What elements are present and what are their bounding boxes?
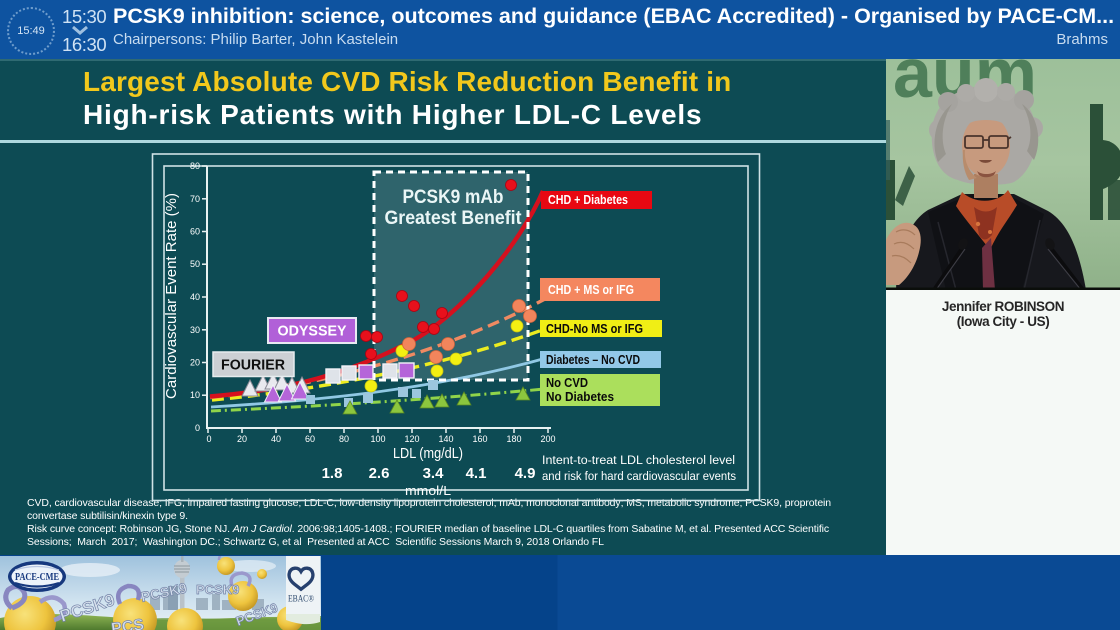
svg-text:LDL (mg/dL): LDL (mg/dL) <box>393 446 463 462</box>
svg-text:80: 80 <box>190 161 200 171</box>
svg-text:140: 140 <box>438 434 453 444</box>
svg-text:Diabetes – No CVD: Diabetes – No CVD <box>546 353 640 367</box>
svg-text:20: 20 <box>237 434 247 444</box>
svg-text:CHD-No MS or IFG: CHD-No MS or IFG <box>546 322 643 336</box>
svg-text:PCSK9 mAb: PCSK9 mAb <box>403 187 504 208</box>
svg-text:PCS: PCS <box>110 617 145 630</box>
svg-text:20: 20 <box>190 358 200 368</box>
svg-text:0: 0 <box>195 423 200 433</box>
svg-text:40: 40 <box>271 434 281 444</box>
svg-text:0: 0 <box>206 434 211 444</box>
svg-text:80: 80 <box>339 434 349 444</box>
svg-text:mmol/L: mmol/L <box>405 483 451 498</box>
svg-text:Greatest Benefit: Greatest Benefit <box>385 208 523 229</box>
svg-text:10: 10 <box>190 390 200 400</box>
svg-text:2.6: 2.6 <box>369 465 390 482</box>
svg-text:1.8: 1.8 <box>322 465 343 482</box>
svg-text:EBAC®: EBAC® <box>288 594 314 604</box>
svg-text:PCSK9: PCSK9 <box>196 582 239 597</box>
svg-text:Intent-to-treat LDL cholestero: Intent-to-treat LDL cholesterol level <box>542 453 735 467</box>
svg-text:120: 120 <box>404 434 419 444</box>
svg-text:30: 30 <box>190 325 200 335</box>
svg-text:No Diabetes: No Diabetes <box>546 390 614 404</box>
svg-text:Cardiovascular Event Rate (%): Cardiovascular Event Rate (%) <box>163 193 180 399</box>
svg-text:100: 100 <box>370 434 385 444</box>
svg-text:FOURIER: FOURIER <box>221 357 285 374</box>
svg-text:and risk for hard cardiovascul: and risk for hard cardiovascular events <box>542 469 736 483</box>
svg-text:180: 180 <box>506 434 521 444</box>
svg-text:No CVD: No CVD <box>546 376 588 390</box>
svg-text:ODYSSEY: ODYSSEY <box>278 324 347 340</box>
svg-text:3.4: 3.4 <box>423 465 445 482</box>
svg-text:CHD + MS or IFG: CHD + MS or IFG <box>548 283 634 297</box>
svg-text:70: 70 <box>190 194 200 204</box>
svg-text:50: 50 <box>190 259 200 269</box>
svg-text:200: 200 <box>540 434 555 444</box>
svg-text:40: 40 <box>190 292 200 302</box>
svg-text:PACE-CME: PACE-CME <box>15 572 59 583</box>
svg-text:160: 160 <box>472 434 487 444</box>
svg-text:CHD + Diabetes: CHD + Diabetes <box>548 193 628 207</box>
svg-text:60: 60 <box>190 227 200 237</box>
svg-text:4.1: 4.1 <box>466 465 487 482</box>
svg-text:60: 60 <box>305 434 315 444</box>
svg-text:4.9: 4.9 <box>515 465 536 482</box>
